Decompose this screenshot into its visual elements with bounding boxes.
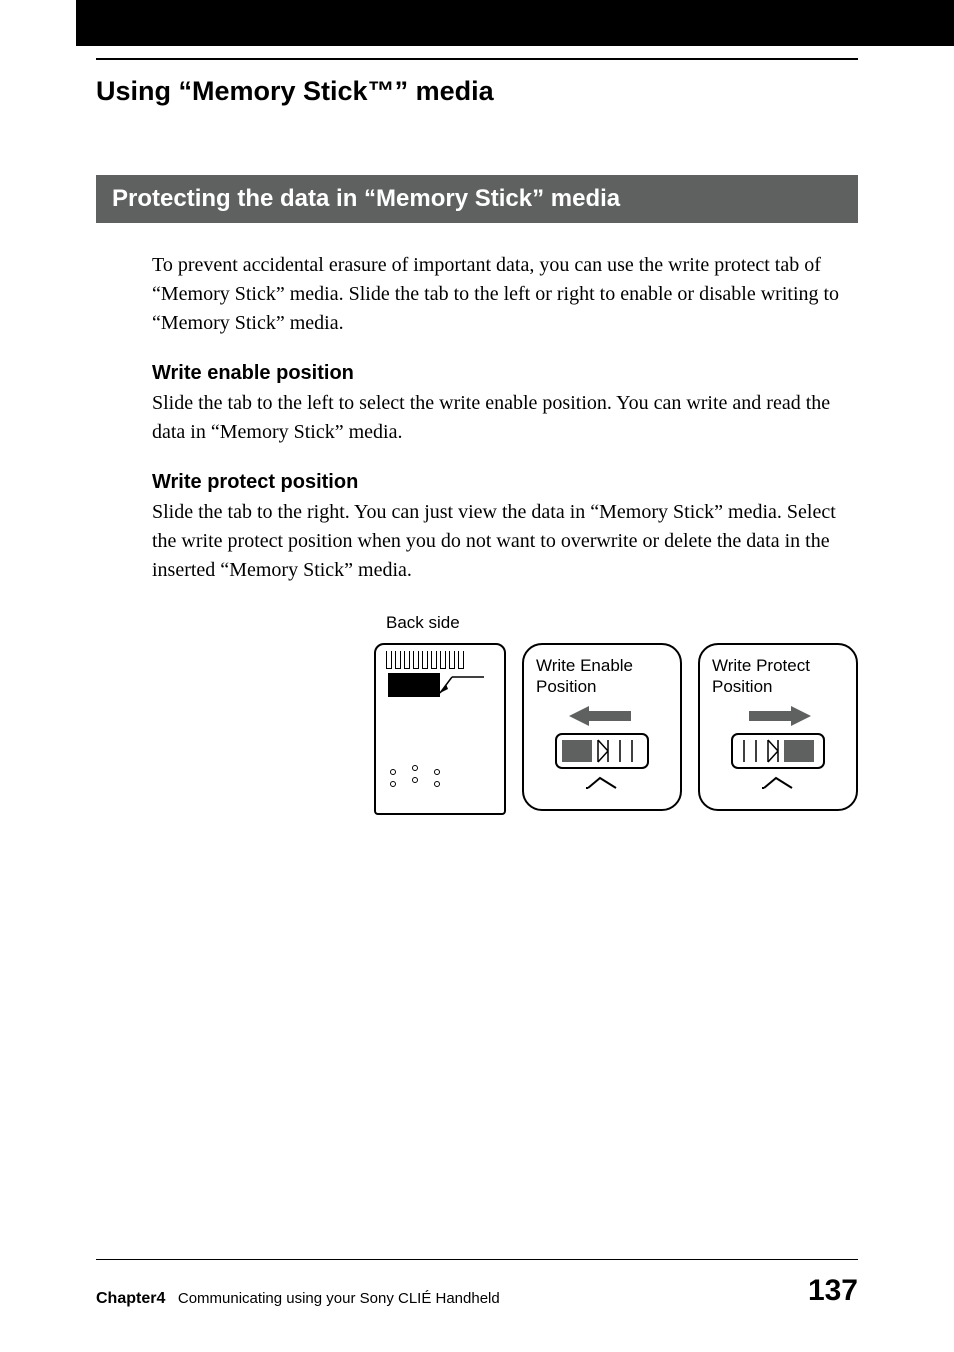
arrow-right-icon: [743, 704, 813, 728]
footer-chapter: Chapter4 Communicating using your Sony C…: [96, 1290, 500, 1308]
content-area: Using “Memory Stick™” media Protecting t…: [0, 58, 954, 815]
enable-l1: Write Enable: [536, 656, 633, 675]
write-enable-text: Slide the tab to the left to select the …: [152, 389, 858, 447]
pointer-up-icon: [586, 774, 618, 790]
chapter-rest: Communicating using your Sony CLIÉ Handh…: [178, 1290, 500, 1307]
page-footer: Chapter4 Communicating using your Sony C…: [96, 1259, 858, 1308]
ms-dots: [390, 769, 456, 787]
write-protect-text: Slide the tab to the right. You can just…: [152, 498, 858, 585]
protect-l2: Position: [712, 677, 772, 696]
section-heading: Protecting the data in “Memory Stick” me…: [96, 175, 858, 223]
bubble-label: Write Protect Position: [712, 655, 810, 698]
write-enable-bubble: Write Enable Position: [522, 643, 682, 811]
write-enable-heading: Write enable position: [152, 362, 858, 385]
bubble-label: Write Enable Position: [536, 655, 633, 698]
protect-l1: Write Protect: [712, 656, 810, 675]
memory-stick-diagram: [374, 643, 506, 815]
ms-connector-teeth: [386, 651, 498, 669]
chapter-bold: Chapter4: [96, 1290, 165, 1307]
arrow-left-icon: [567, 704, 637, 728]
tab-indicator-arrow-icon: [438, 675, 486, 699]
write-protect-bubble: Write Protect Position: [698, 643, 858, 811]
switch-protect-icon: [730, 732, 826, 770]
page-title: Using “Memory Stick™” media: [96, 76, 858, 107]
pointer-up-icon: [762, 774, 794, 790]
top-rule: [96, 58, 858, 60]
intro-paragraph: To prevent accidental erasure of importa…: [152, 251, 858, 338]
top-black-bar: [76, 0, 954, 46]
write-protect-tab-icon: [388, 673, 440, 697]
enable-l2: Position: [536, 677, 596, 696]
write-protect-heading: Write protect position: [152, 471, 858, 494]
diagram-caption: Back side: [386, 613, 858, 633]
diagram-row: Write Enable Position: [374, 643, 858, 815]
page-number: 137: [808, 1274, 858, 1308]
switch-enable-icon: [554, 732, 650, 770]
